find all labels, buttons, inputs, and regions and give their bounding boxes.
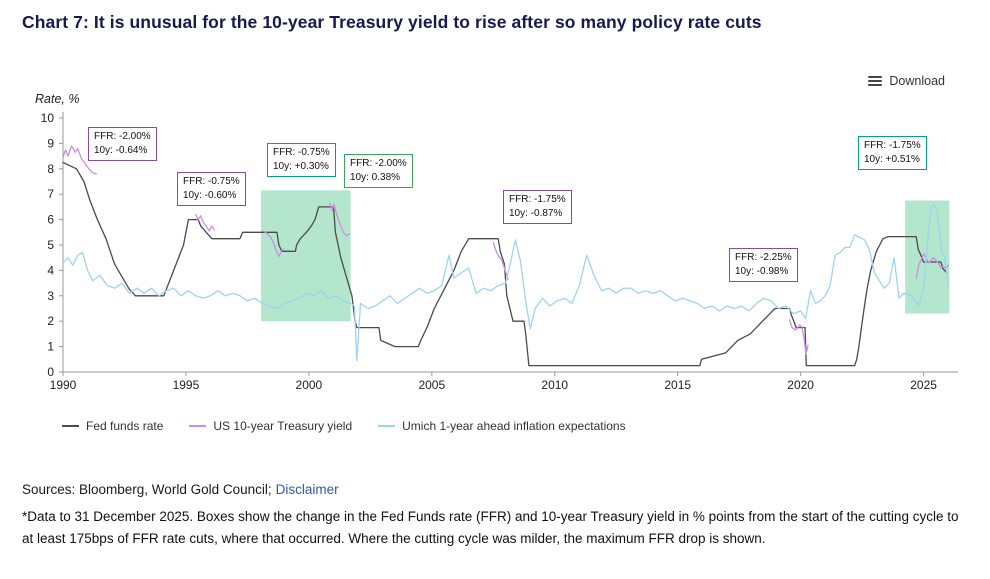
annotation-line: FFR: -2.00% (350, 158, 407, 169)
annotation-line: FFR: -1.75% (509, 194, 566, 205)
y-tick-label: 10 (41, 111, 55, 125)
legend-swatch (189, 425, 207, 427)
annotation-line: FFR: -0.75% (273, 147, 330, 158)
cycle-annotation: FFR: -0.75% 10y: -0.60% (177, 172, 246, 206)
x-tick-label: 2025 (910, 378, 937, 392)
cycle-annotation: FFR: -0.75% 10y: +0.30% (267, 143, 336, 177)
cycle-annotation: FFR: -2.00% 10y: -0.64% (88, 127, 157, 161)
chart-title: Chart 7: It is unusual for the 10-year T… (22, 12, 762, 32)
x-tick-label: 1995 (173, 378, 200, 392)
y-axis-title: Rate, % (35, 92, 80, 106)
x-tick-label: 2000 (296, 378, 323, 392)
cycle-annotation: FFR: -2.25% 10y: -0.98% (729, 248, 798, 282)
y-tick-label: 4 (47, 263, 54, 277)
annotation-line: 10y: 0.38% (350, 172, 401, 183)
annotation-line: FFR: -2.25% (735, 252, 792, 263)
cycle-annotation: FFR: -1.75% 10y: +0.51% (858, 136, 927, 170)
series-us-10-year-treasury-yield (788, 319, 809, 355)
annotation-line: 10y: -0.64% (94, 145, 148, 156)
legend-label: Fed funds rate (86, 419, 164, 433)
sources-text: Sources: Bloomberg, World Gold Council; (22, 482, 272, 497)
x-tick-label: 1990 (50, 378, 77, 392)
x-tick-label: 2020 (787, 378, 814, 392)
series-us-10-year-treasury-yield (62, 145, 97, 175)
y-tick-label: 9 (47, 136, 54, 150)
series-us-10-year-treasury-yield (262, 230, 285, 258)
series-us-10-year-treasury-yield (329, 202, 351, 237)
annotation-line: FFR: -2.00% (94, 131, 151, 142)
annotation-line: 10y: +0.51% (864, 154, 920, 165)
y-tick-label: 5 (47, 238, 54, 252)
series-fed-funds-rate (62, 161, 948, 367)
highlight-region (260, 190, 351, 322)
cycle-annotation: FFR: -2.00% 10y: 0.38% (344, 154, 413, 188)
highlight-region (905, 200, 950, 314)
download-button[interactable]: Download (868, 74, 945, 88)
chart-canvas: 0 1 2 3 4 5 6 7 8 9 10 1990 1995 2000 2005 2010 2015 2020… (41, 111, 958, 392)
y-tick-label: 3 (47, 289, 54, 303)
legend-label: US 10-year Treasury yield (213, 419, 353, 433)
legend-item-fed-funds-rate[interactable]: Fed funds rate (62, 419, 163, 433)
y-tick-label: 2 (47, 314, 54, 328)
cycle-annotation: FFR: -1.75% 10y: -0.87% (503, 190, 572, 224)
annotation-line: FFR: -0.75% (183, 176, 240, 187)
y-tick-label: 0 (47, 365, 54, 379)
legend-swatch (378, 425, 396, 427)
series-us-10-year-treasury-yield (195, 213, 215, 232)
annotation-line: 10y: -0.87% (509, 208, 563, 219)
x-tick-label: 2015 (664, 378, 691, 392)
x-tick-label: 2010 (541, 378, 568, 392)
download-label: Download (889, 74, 945, 88)
y-tick-label: 8 (47, 162, 54, 176)
legend-swatch (62, 425, 79, 427)
sources-line: Sources: Bloomberg, World Gold Council; D… (22, 482, 339, 497)
annotation-line: 10y: -0.98% (735, 266, 789, 277)
chart-legend: Fed funds rate US 10-year Treasury yield U… (62, 419, 626, 433)
footnote-text: *Data to 31 December 2025. Boxes show th… (22, 509, 959, 546)
y-tick-label: 7 (47, 187, 54, 201)
legend-label: Umich 1-year ahead inflation expectation… (402, 419, 626, 433)
series-umich-1-year-ahead-inflation-expectations (62, 203, 949, 362)
hamburger-menu-icon (868, 76, 883, 86)
y-tick-label: 1 (47, 340, 54, 354)
y-tick-label: 6 (47, 213, 54, 227)
x-tick-label: 2005 (418, 378, 445, 392)
annotation-line: FFR: -1.75% (864, 140, 921, 151)
annotation-line: 10y: +0.30% (273, 161, 329, 172)
series-us-10-year-treasury-yield (915, 253, 949, 279)
legend-item-us-10-year-treasury-yield[interactable]: US 10-year Treasury yield (189, 419, 352, 433)
legend-item-umich-1-year-ahead-inflation-expectations[interactable]: Umich 1-year ahead inflation expectation… (378, 419, 626, 433)
series-us-10-year-treasury-yield (492, 241, 509, 280)
annotation-line: 10y: -0.60% (183, 190, 237, 201)
disclaimer-link[interactable]: Disclaimer (275, 482, 339, 497)
